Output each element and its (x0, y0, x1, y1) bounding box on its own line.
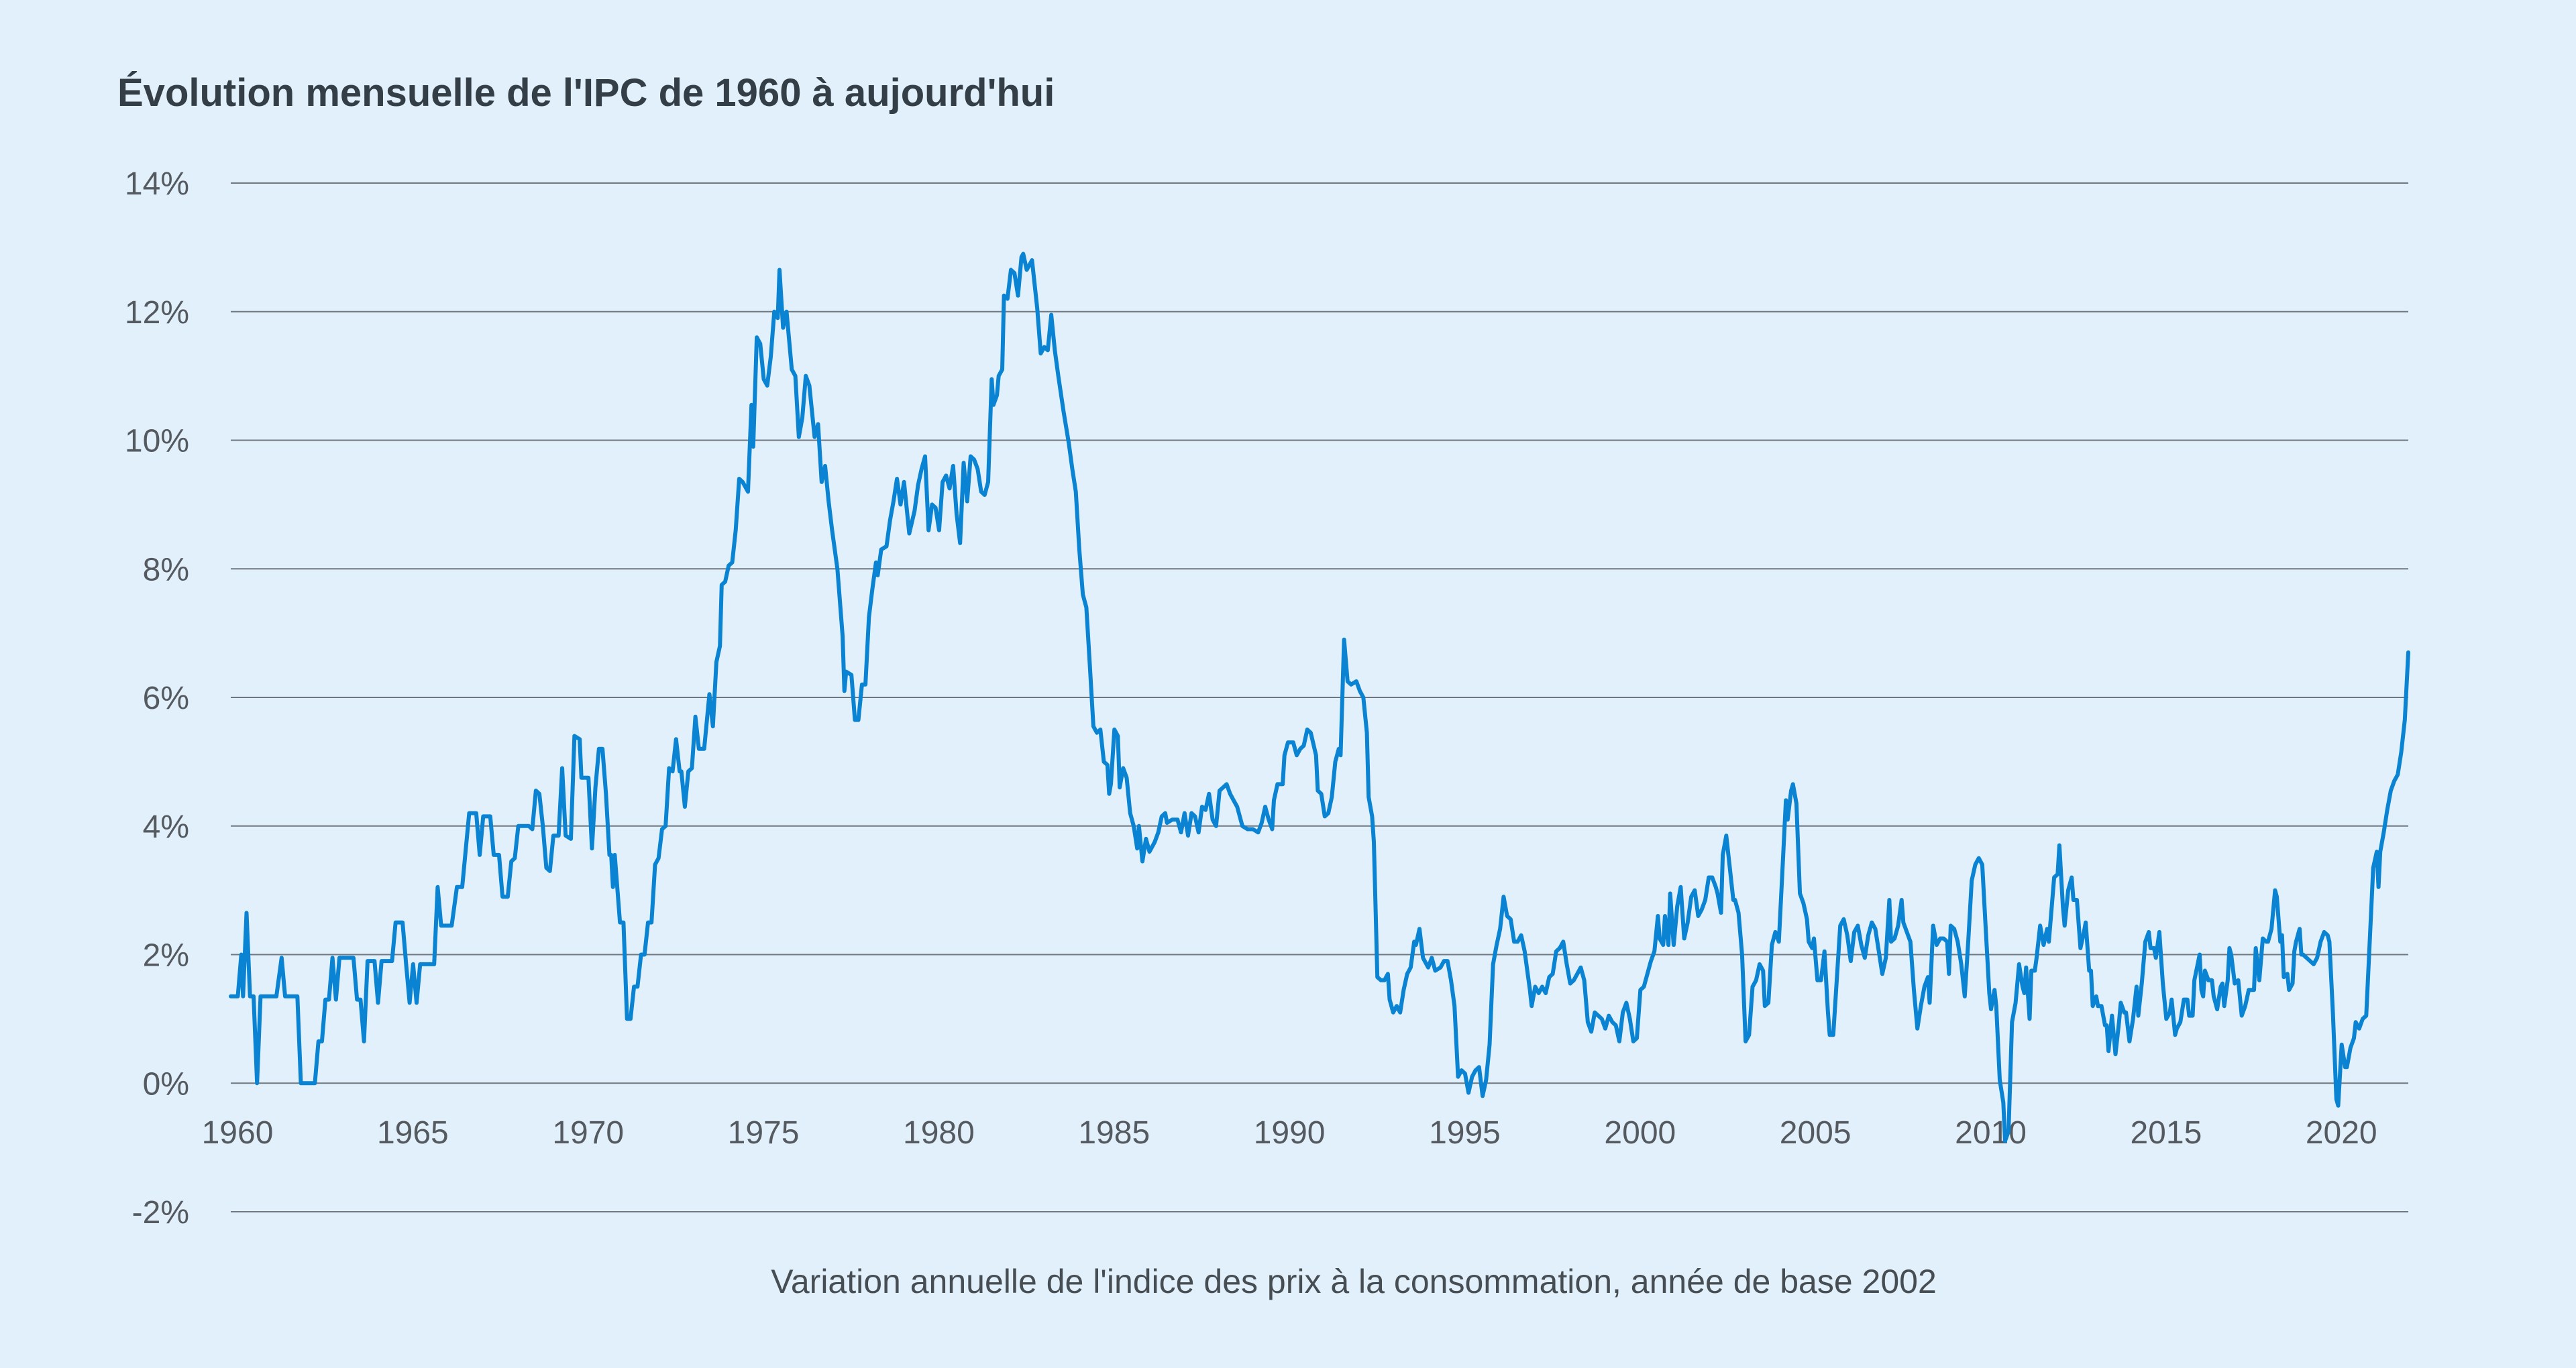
x-tick-label: 1970 (552, 1115, 624, 1151)
y-tick-label: 10% (125, 424, 189, 459)
x-tick-label: 1965 (377, 1115, 449, 1151)
x-tick-label: 1960 (202, 1115, 274, 1151)
y-tick-label: 14% (125, 166, 189, 202)
series-line-cpi (229, 251, 2410, 1143)
x-tick-label: 2000 (1604, 1115, 1676, 1151)
series-layer (229, 251, 2410, 1143)
x-axis-caption: Variation annuelle de l'indice des prix … (771, 1263, 1937, 1300)
x-tick-label: 1995 (1429, 1115, 1501, 1151)
y-tick-label: 0% (143, 1066, 189, 1102)
x-tick-label: 2020 (2306, 1115, 2377, 1151)
y-tick-label: 6% (143, 681, 189, 716)
y-tick-label: -2% (132, 1195, 189, 1231)
x-tick-label: 2015 (2130, 1115, 2202, 1151)
y-axis-tick-labels: -2% 0% 2% 4% 6% 8% 10% 12% 14% (125, 166, 189, 1231)
x-axis-tick-labels: 1960 1965 1970 1975 1980 1985 1990 1995 2000 2005… (202, 1115, 2377, 1151)
y-tick-label: 4% (143, 809, 189, 845)
x-tick-label: 1990 (1254, 1115, 1326, 1151)
x-tick-label: 1985 (1078, 1115, 1150, 1151)
chart-title: Évolution mensuelle de l'IPC de 1960 à a… (117, 71, 1055, 115)
y-tick-label: 2% (143, 938, 189, 974)
x-tick-label: 1975 (728, 1115, 800, 1151)
x-tick-label: 2010 (1955, 1115, 2027, 1151)
y-tick-label: 8% (143, 552, 189, 587)
y-tick-label: 12% (125, 295, 189, 331)
x-tick-label: 1980 (903, 1115, 975, 1151)
x-tick-label: 2005 (1780, 1115, 1851, 1151)
